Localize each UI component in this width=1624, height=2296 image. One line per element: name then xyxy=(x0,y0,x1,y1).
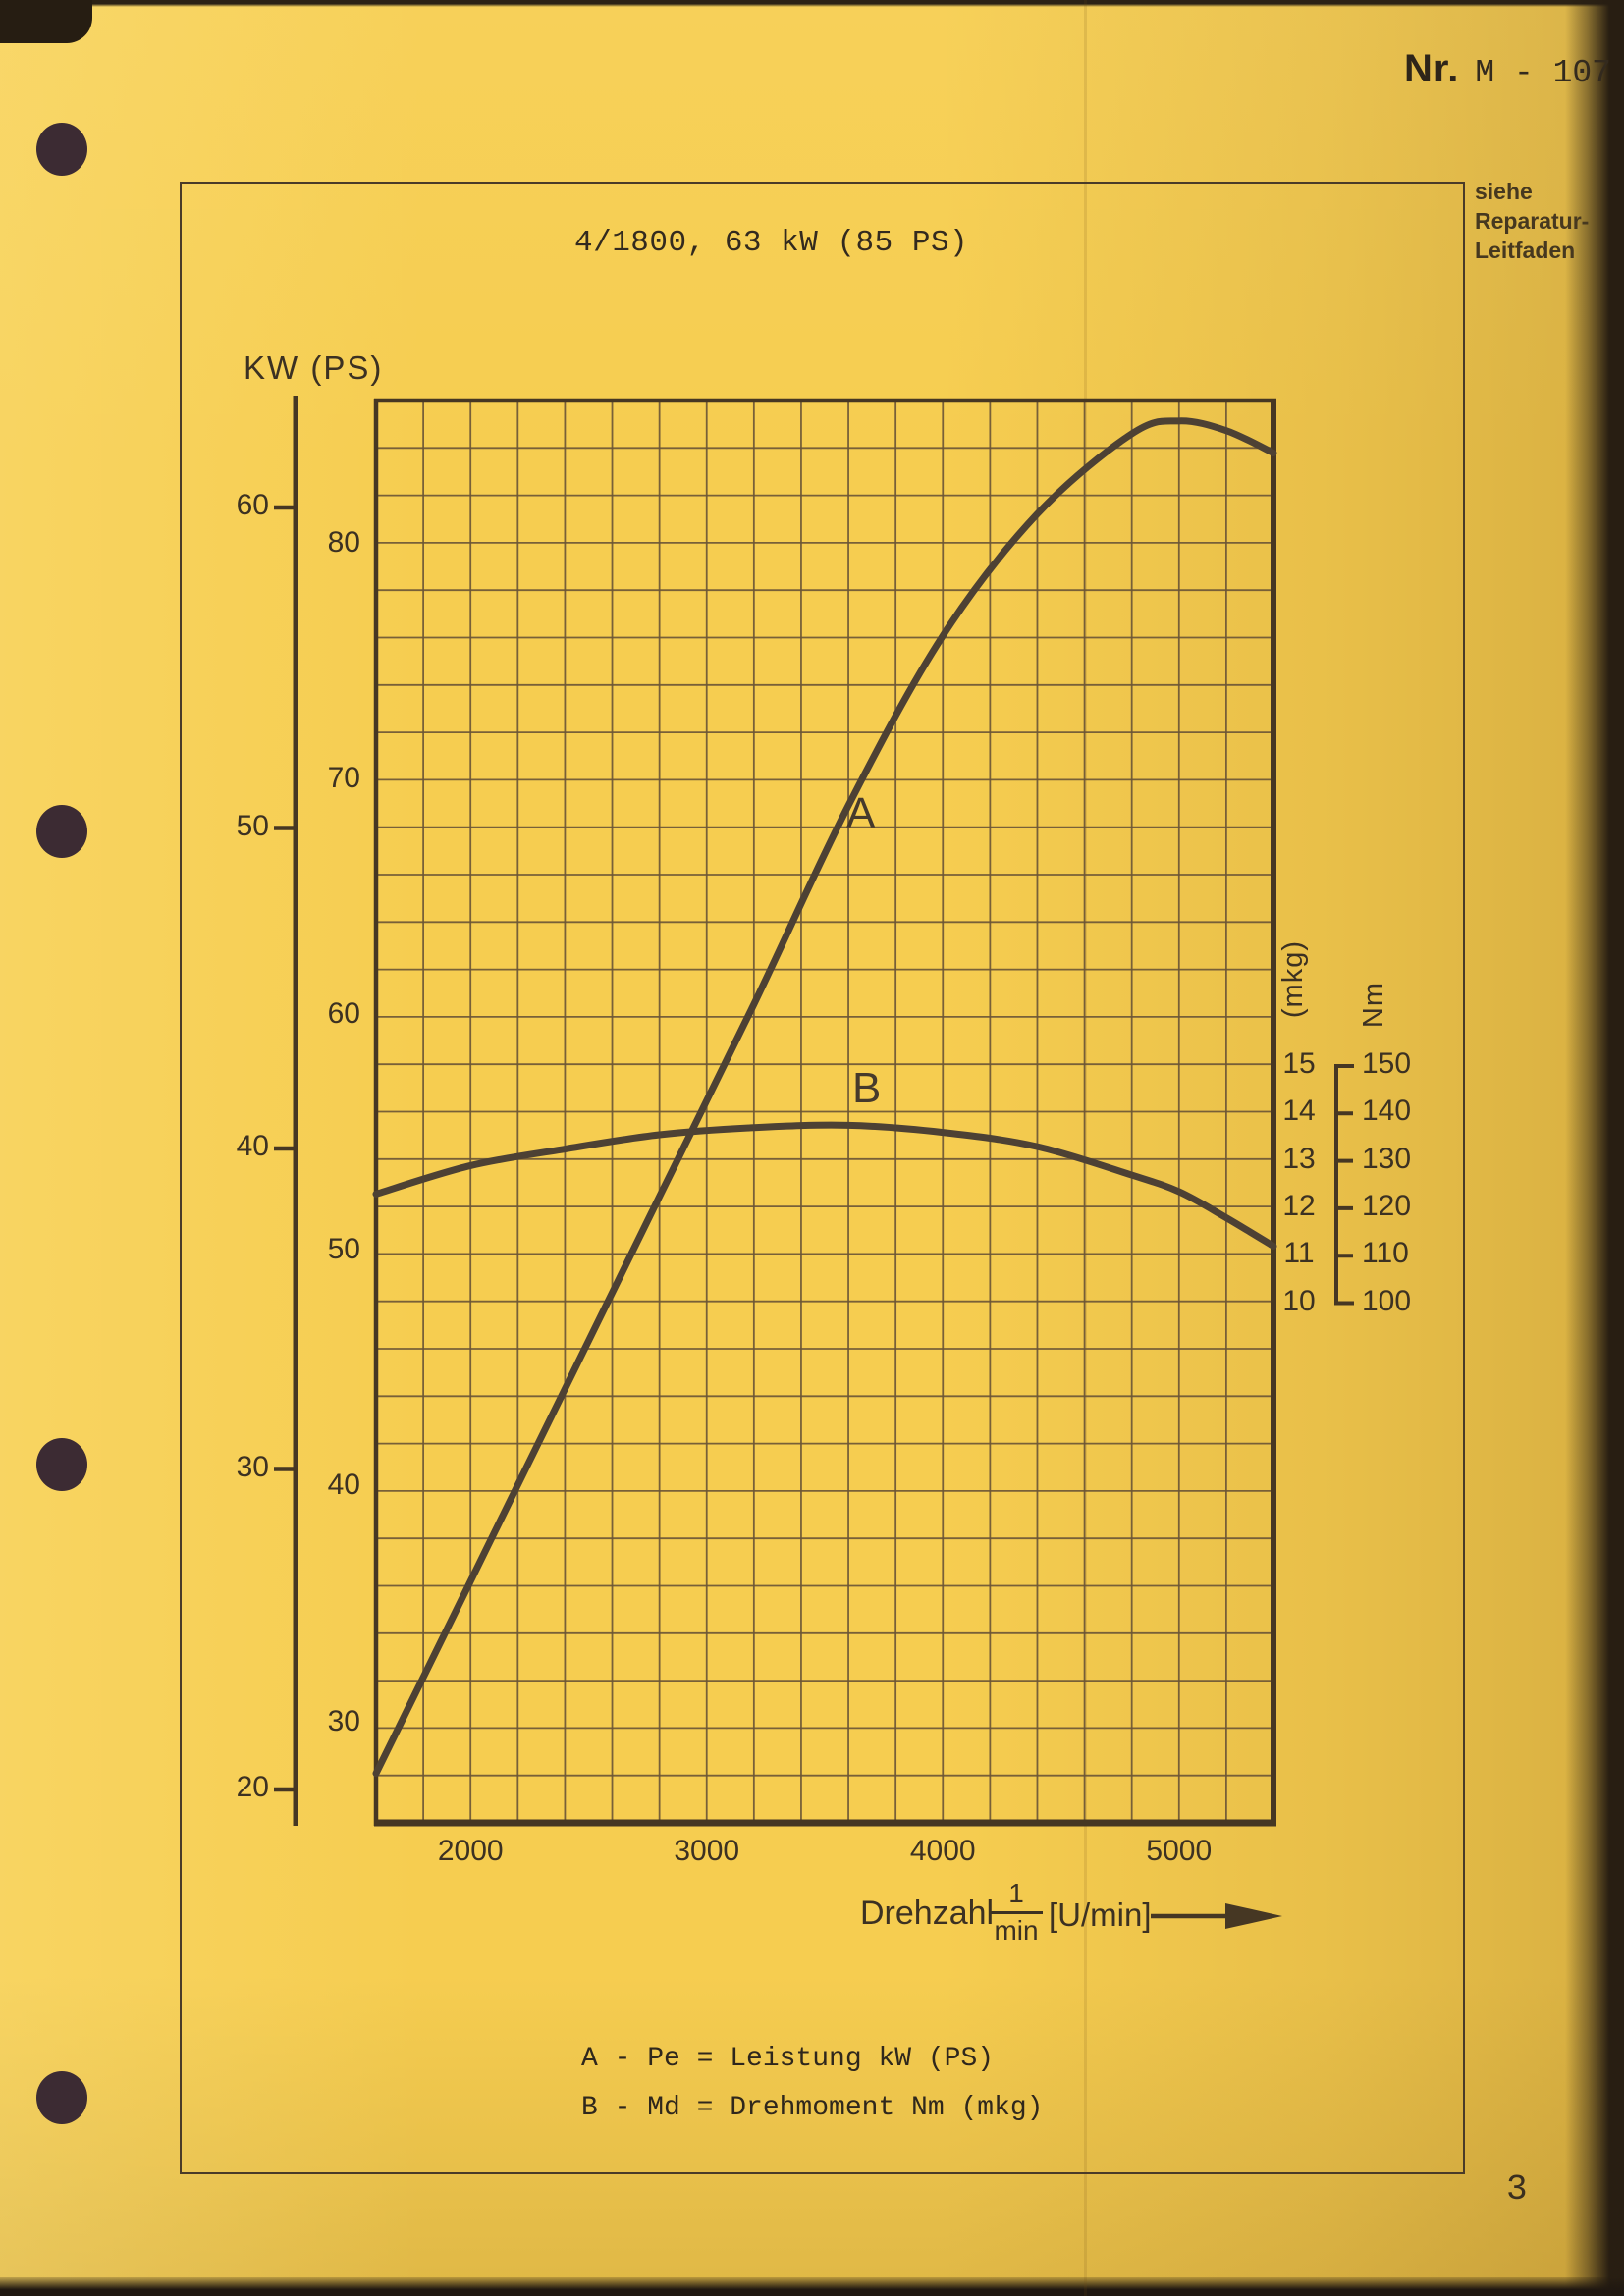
reference-note: siehe Reparatur- Leitfaden xyxy=(1475,177,1589,265)
curve-label-A-power: A xyxy=(846,789,876,837)
kw-tick-label: 40 xyxy=(236,1130,269,1162)
punch-hole-3 xyxy=(36,1438,87,1491)
rpm-tick-label: 3000 xyxy=(674,1835,740,1867)
x-axis-unit: [U/min] xyxy=(1049,1896,1152,1933)
mkg-tick-label: 13 xyxy=(1282,1142,1316,1175)
mkg-tick-label: 15 xyxy=(1282,1047,1316,1080)
punch-hole-2 xyxy=(36,805,87,858)
nm-tick-label: 130 xyxy=(1362,1142,1412,1175)
kw-tick-label: 50 xyxy=(236,809,269,842)
ps-tick-label: 70 xyxy=(327,762,360,795)
ps-tick-label: 40 xyxy=(327,1468,360,1502)
ps-tick-label: 50 xyxy=(327,1233,360,1266)
punch-hole-4 xyxy=(36,2071,87,2124)
fraction-bar xyxy=(990,1911,1043,1915)
rpm-tick-label: 4000 xyxy=(909,1835,976,1867)
scan-right-edge-shadow xyxy=(1565,0,1624,2296)
ps-tick-label: 80 xyxy=(327,525,360,559)
x-axis-title: Drehzahl xyxy=(860,1895,995,1932)
mkg-tick-label: 11 xyxy=(1283,1237,1315,1270)
kw-tick-label: 60 xyxy=(236,489,269,521)
y-axis-title-kw-ps: KW (PS) xyxy=(244,349,384,386)
doc-number: Nr. M - 107 xyxy=(1404,47,1611,91)
kw-tick-label: 30 xyxy=(236,1450,269,1483)
y-axis-title-nm: Nm xyxy=(1358,982,1389,1029)
nm-tick-label: 140 xyxy=(1362,1095,1412,1128)
x-axis-fraction-numerator: 1 xyxy=(1008,1878,1024,1908)
punch-hole-1 xyxy=(36,123,87,176)
curve-A-power xyxy=(372,417,1277,1778)
y-axis-title-mkg: (mkg) xyxy=(1277,940,1309,1019)
nm-tick-label: 110 xyxy=(1362,1237,1409,1270)
nm-tick-label: 100 xyxy=(1362,1284,1412,1317)
mkg-tick-label: 10 xyxy=(1282,1284,1316,1317)
reference-note-line: Leitfaden xyxy=(1475,238,1576,263)
x-axis-arrow-head xyxy=(1225,1903,1282,1929)
nm-tick-label: 150 xyxy=(1362,1047,1412,1080)
scan-bottom-edge-shadow xyxy=(0,2277,1624,2296)
kw-tick-label: 20 xyxy=(236,1771,269,1803)
doc-number-prefix: Nr. xyxy=(1404,47,1460,90)
content-frame xyxy=(180,182,1465,2174)
chart-title: 4/1800, 63 kW (85 PS) xyxy=(574,226,969,260)
reference-note-line: siehe xyxy=(1475,179,1533,204)
scan-top-edge xyxy=(0,0,1624,7)
paper-fold-line xyxy=(1084,0,1087,2296)
mkg-tick-label: 14 xyxy=(1282,1095,1316,1128)
reference-note-line: Reparatur- xyxy=(1475,208,1590,234)
legend-series-a: A - Pe = Leistung kW (PS) xyxy=(581,2044,995,2074)
scan-corner-shadow xyxy=(0,0,92,43)
rpm-tick-label: 5000 xyxy=(1146,1835,1213,1867)
mkg-tick-label: 12 xyxy=(1282,1189,1316,1222)
legend-series-b: B - Md = Drehmoment Nm (mkg) xyxy=(581,2093,1044,2123)
curve-label-B-torque: B xyxy=(852,1064,882,1112)
ps-tick-label: 60 xyxy=(327,997,360,1031)
x-axis-fraction: 1 min xyxy=(990,1878,1043,1947)
curve-B-torque xyxy=(372,1121,1277,1251)
rpm-tick-label: 2000 xyxy=(437,1835,504,1867)
nm-tick-label: 120 xyxy=(1362,1189,1412,1222)
page-number: 3 xyxy=(1506,2169,1528,2210)
ps-tick-label: 30 xyxy=(327,1704,360,1737)
doc-number-value: M - 107 xyxy=(1475,55,1611,91)
x-axis-fraction-denominator: min xyxy=(994,1915,1039,1947)
